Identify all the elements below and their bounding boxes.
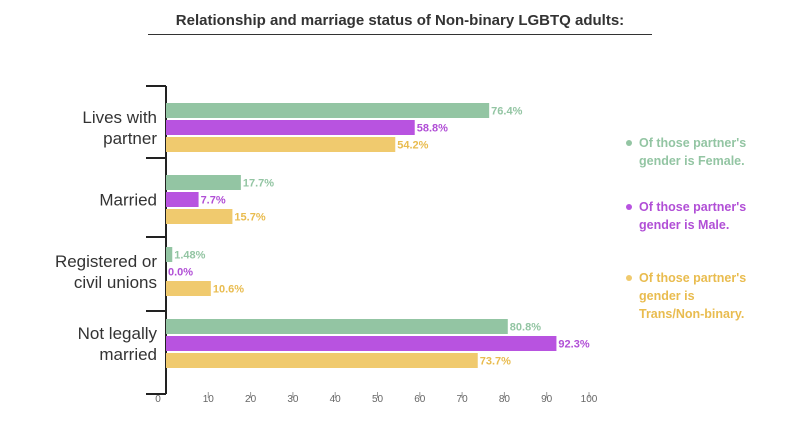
bar xyxy=(166,137,396,152)
category-label: partner xyxy=(103,129,157,148)
bar xyxy=(166,247,173,262)
bar xyxy=(166,103,490,118)
x-tick-label-80: 80 xyxy=(499,394,511,405)
x-tick-label-20: 20 xyxy=(245,394,257,405)
data-label: 10.6% xyxy=(213,284,244,296)
x-tick-label-60: 60 xyxy=(414,394,426,405)
legend-marker-1 xyxy=(626,204,632,210)
x-tick-label-30: 30 xyxy=(287,394,299,405)
legend-marker-0 xyxy=(626,140,632,146)
data-label: 76.4% xyxy=(491,106,522,118)
bar xyxy=(166,353,478,368)
legend-label-0: Of those partner's xyxy=(639,136,746,150)
legend-label-1: Of those partner's xyxy=(639,200,746,214)
bar xyxy=(166,120,415,135)
x-tick-label-40: 40 xyxy=(330,394,342,405)
category-label: Registered or xyxy=(55,252,157,271)
legend-label-0: gender is Female. xyxy=(639,154,745,168)
data-label: 17.7% xyxy=(243,178,274,190)
data-label: 0.0% xyxy=(168,267,193,279)
data-label: 54.2% xyxy=(397,140,428,152)
x-tick-label-10: 10 xyxy=(203,394,215,405)
category-label: Lives with xyxy=(82,108,157,127)
title-underline xyxy=(148,34,652,35)
data-label: 15.7% xyxy=(234,212,265,224)
legend-label-2: Trans/Non-binary. xyxy=(639,307,744,321)
bar xyxy=(166,281,211,296)
data-label: 92.3% xyxy=(558,339,589,351)
x-tick-label-90: 90 xyxy=(541,394,553,405)
x-tick-label-100: 100 xyxy=(581,394,598,405)
category-label: civil unions xyxy=(74,273,157,292)
data-label: 58.8% xyxy=(417,123,448,135)
x-tick-label-50: 50 xyxy=(372,394,384,405)
x-tick-label-0: 0 xyxy=(155,394,161,405)
chart-title: Relationship and marriage status of Non-… xyxy=(175,12,625,29)
category-label: Married xyxy=(99,191,157,210)
bar xyxy=(166,209,233,224)
bar xyxy=(166,336,557,351)
data-label: 80.8% xyxy=(510,322,541,334)
data-label: 73.7% xyxy=(480,356,511,368)
data-label: 7.7% xyxy=(201,195,226,207)
bar xyxy=(166,319,508,334)
legend-label-2: gender is xyxy=(639,289,695,303)
x-tick-label-70: 70 xyxy=(457,394,469,405)
category-label: Not legally xyxy=(78,324,158,343)
bar xyxy=(166,175,241,190)
legend-label-2: Of those partner's xyxy=(639,271,746,285)
data-label: 1.48% xyxy=(174,250,205,262)
legend-label-1: gender is Male. xyxy=(639,218,729,232)
category-label: married xyxy=(99,345,157,364)
bar xyxy=(166,192,199,207)
legend-marker-2 xyxy=(626,275,632,281)
